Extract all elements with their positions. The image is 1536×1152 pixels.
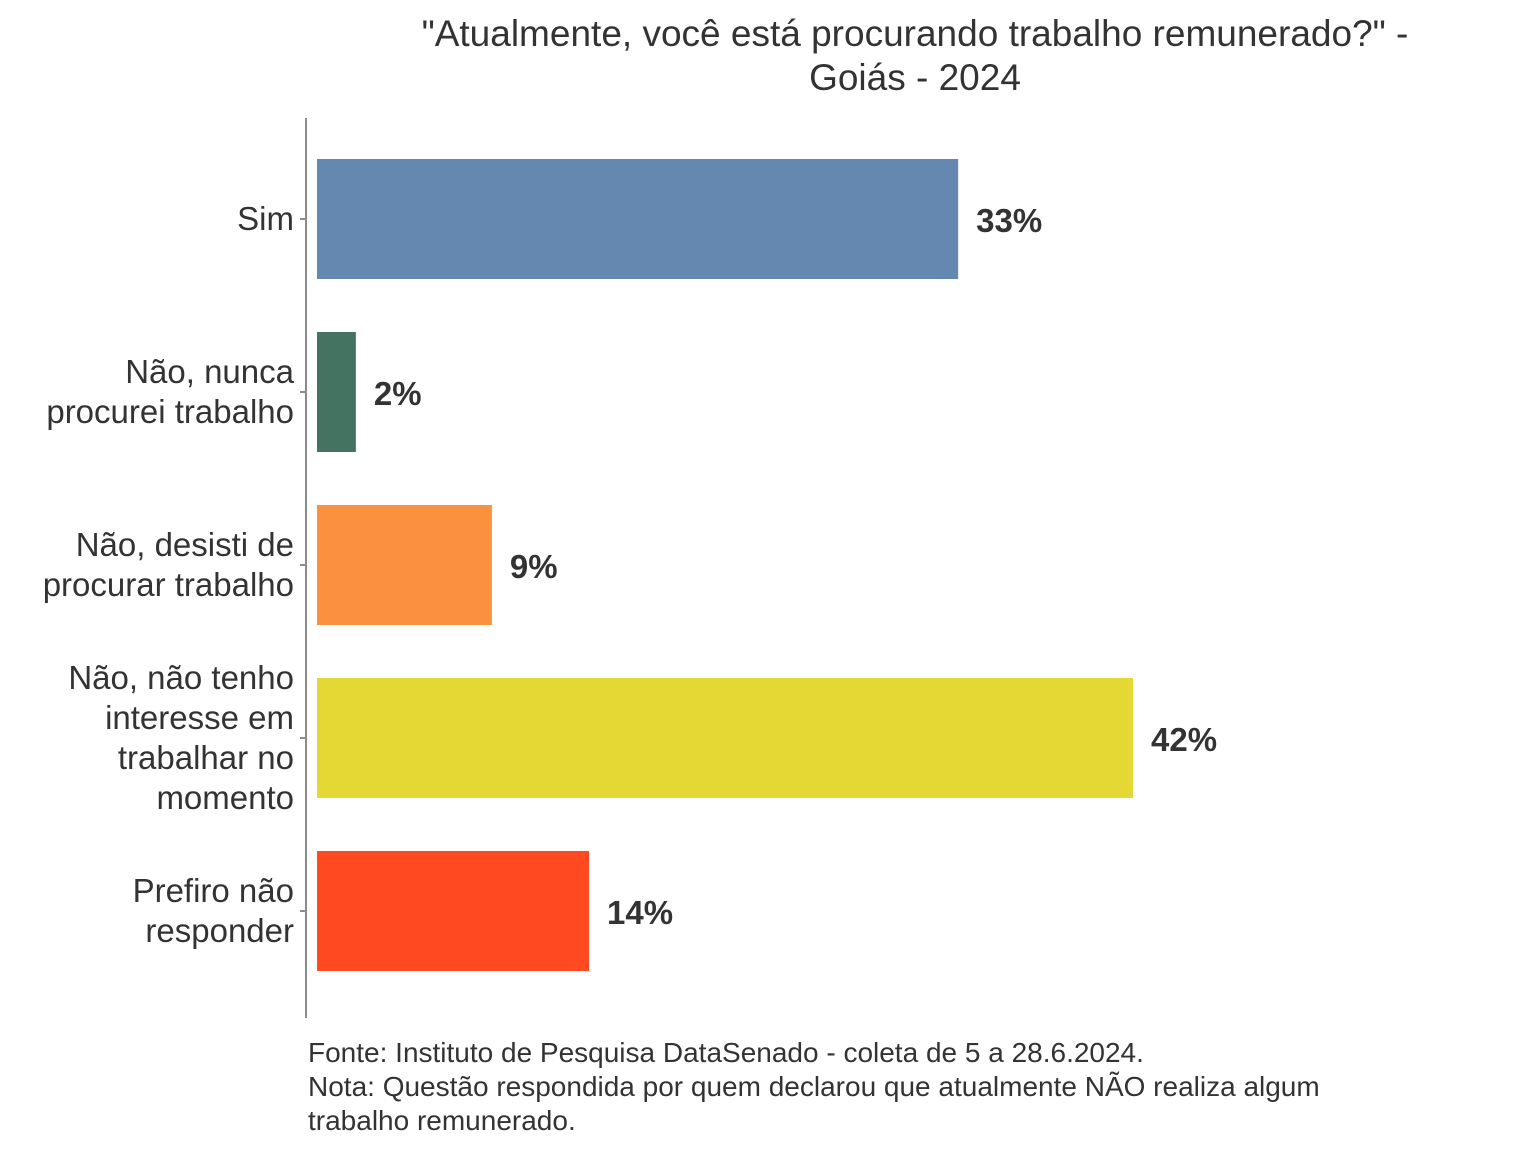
chart-title-line-1: "Atualmente, você está procurando trabal… — [421, 13, 1409, 54]
value-label-0: 33% — [976, 202, 1043, 239]
value-label-3: 42% — [1151, 721, 1218, 758]
bar-1 — [317, 332, 356, 452]
bar-3 — [317, 678, 1133, 798]
category-label-3-line-3: momento — [156, 779, 294, 816]
category-label-4-line-1: responder — [145, 912, 294, 949]
category-label-4-line-0: Prefiro não — [132, 872, 294, 909]
chart-title-line-2: Goiás - 2024 — [809, 57, 1021, 98]
category-label-3-line-2: trabalhar no — [117, 739, 294, 776]
category-label-1-line-0: Não, nunca — [125, 353, 294, 390]
category-label-3: Não, não tenho interesse em trabalhar no mo… — [68, 658, 294, 818]
bar-4 — [317, 851, 589, 971]
category-label-2-line-0: Não, desisti de — [75, 526, 294, 563]
category-label-2-line-1: procurar trabalho — [42, 566, 294, 603]
category-label-1-line-1: procurei trabalho — [46, 393, 294, 430]
chart-footer: Fonte: Instituto de Pesquisa DataSenado … — [308, 1036, 1508, 1138]
value-label-2: 9% — [509, 548, 558, 585]
category-label-0: Sim — [237, 199, 294, 239]
category-label-1: Não, nunca procurei trabalho — [46, 352, 294, 432]
bar-chart — [300, 118, 1133, 1018]
value-label-4: 14% — [607, 894, 674, 931]
category-label-3-line-1: interesse em — [105, 699, 294, 736]
category-label-0-line-0: Sim — [237, 200, 294, 237]
bar-2 — [317, 505, 492, 625]
source-note: Fonte: Instituto de Pesquisa DataSenado … — [308, 1037, 1144, 1068]
chart-title: "Atualmente, você está procurando trabal… — [310, 12, 1520, 100]
note-line-1: Nota: Questão respondida por quem declar… — [308, 1071, 1320, 1102]
category-label-4: Prefiro não responder — [133, 871, 294, 951]
note-line-2: trabalho remunerado. — [308, 1105, 576, 1136]
value-label-1: 2% — [373, 375, 422, 412]
bar-0 — [317, 159, 959, 279]
category-label-3-line-0: Não, não tenho — [68, 659, 294, 696]
category-label-2: Não, desisti de procurar trabalho — [43, 525, 294, 605]
